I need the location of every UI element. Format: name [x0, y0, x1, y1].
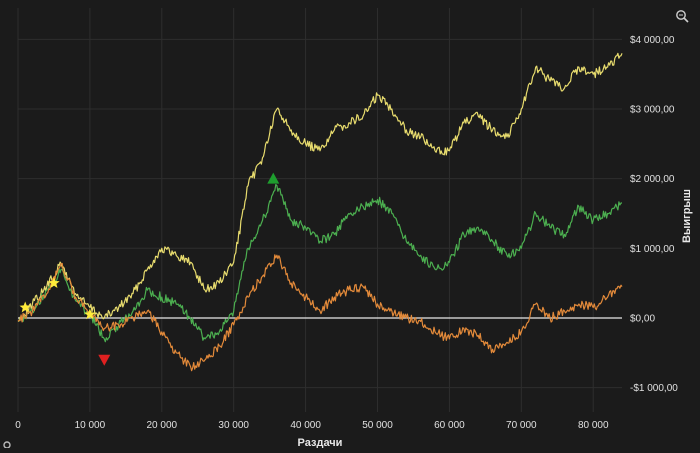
x-tick-label: 30 000	[218, 420, 249, 431]
x-tick-label: 20 000	[147, 420, 178, 431]
y-tick-label: $1 000,00	[630, 244, 675, 255]
star-marker	[48, 277, 60, 288]
y-tick-label: $0,00	[630, 313, 655, 324]
y-tick-label: $2 000,00	[630, 174, 675, 185]
star-marker	[84, 308, 96, 320]
y-tick-label: $3 000,00	[630, 105, 675, 116]
grid	[17, 8, 622, 412]
x-tick-label: 80 000	[578, 420, 609, 431]
y-tick-label: $4 000,00	[630, 35, 675, 46]
x-tick-label: 70 000	[506, 420, 537, 431]
x-tick-label: 50 000	[362, 420, 393, 431]
x-axis-ticks: 0 10 000 20 000 30 000 40 000 50 000 60 000 70 …	[15, 420, 609, 431]
max-marker-triangle-up	[267, 172, 280, 184]
y-axis-label: Выигрыш	[681, 189, 693, 243]
y-tick-label: -$1 000,00	[630, 383, 678, 394]
settings-gear-icon[interactable]	[3, 441, 11, 449]
magnifier-zoom-icon	[676, 10, 689, 23]
series-line-0	[17, 52, 623, 322]
series-line-2	[17, 254, 623, 372]
x-axis-label: Раздачи	[298, 437, 343, 448]
x-tick-label: 0	[15, 420, 21, 431]
series-group	[17, 52, 623, 372]
x-tick-label: 10 000	[75, 420, 106, 431]
zoom-button[interactable]	[676, 10, 689, 23]
min-marker-triangle-down	[98, 354, 111, 366]
star-marker	[19, 301, 31, 313]
x-tick-label: 60 000	[434, 420, 465, 431]
x-tick-label: 40 000	[290, 420, 321, 431]
y-axis-ticks: -$1 000,00 $0,00 $1 000,00 $2 000,00 $3 000,…	[630, 35, 678, 394]
markers-group	[19, 172, 280, 366]
